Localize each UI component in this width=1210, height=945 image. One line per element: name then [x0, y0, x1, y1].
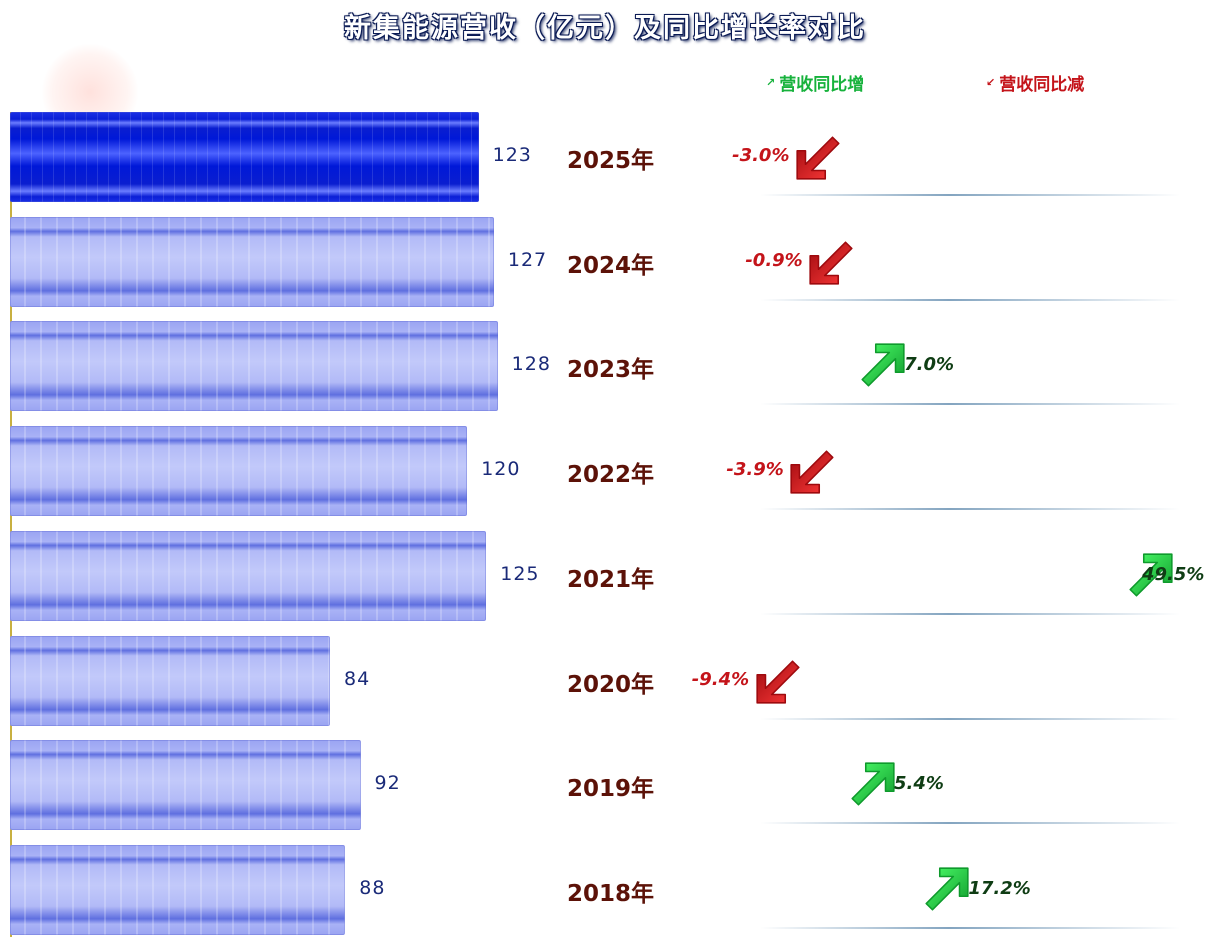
- row-separator: [760, 298, 1180, 301]
- bar-value-label: 123: [492, 144, 532, 166]
- arrow-up-right-icon: ↗: [766, 76, 776, 89]
- year-label: 2023年: [567, 357, 655, 384]
- legend-item-increase: ↗ 营收同比增: [766, 70, 864, 95]
- row-separator: [760, 403, 1180, 406]
- bar-7: [10, 844, 346, 935]
- bar-6: [10, 740, 361, 831]
- year-label: 2018年: [567, 880, 655, 907]
- year-label: 2020年: [567, 671, 655, 698]
- y-axis-line: [10, 112, 12, 937]
- arrow-down-left-icon: ↙: [986, 76, 996, 89]
- bar-5: [10, 635, 331, 726]
- arrow-down-left-icon: [753, 655, 805, 707]
- bar-value-label: 84: [344, 667, 371, 690]
- bar-value-label: 88: [359, 876, 386, 899]
- arrow-up-right-icon: [1124, 550, 1176, 602]
- year-label: 2024年: [567, 252, 655, 279]
- year-label: 2025年: [567, 148, 655, 174]
- legend-label-increase: 营收同比增: [779, 75, 865, 95]
- growth-rate-label: 5.4%: [894, 773, 944, 795]
- year-label: 2019年: [567, 776, 655, 803]
- row-separator: [760, 508, 1180, 511]
- bar-value-label: 92: [374, 772, 401, 795]
- legend-label-decrease: 营收同比减: [999, 75, 1085, 95]
- legend-item-decrease: ↙ 营收同比减: [986, 70, 1084, 95]
- chart-title: 新集能源营收（亿元）及同比增长率对比: [344, 13, 866, 44]
- row-separator: [760, 612, 1180, 615]
- arrow-up-right-icon: [920, 864, 972, 916]
- row-separator: [760, 926, 1180, 929]
- growth-rate-label: 49.5%: [1142, 563, 1205, 585]
- arrow-down-left-icon: [793, 131, 845, 183]
- year-label: 2022年: [567, 462, 655, 489]
- arrow-up-right-icon: [846, 759, 898, 811]
- arrow-up-right-icon: [856, 340, 908, 392]
- growth-rate-label: -3.0%: [732, 145, 790, 166]
- bar-value-label: 120: [481, 458, 521, 481]
- arrow-down-left-icon: [787, 445, 839, 497]
- bar-4: [10, 530, 487, 621]
- bar-value-label: 127: [507, 248, 548, 271]
- row-separator: [760, 194, 1180, 196]
- growth-rate-label: -0.9%: [745, 249, 803, 271]
- growth-rate-label: -9.4%: [691, 668, 750, 690]
- bar-2: [10, 321, 498, 412]
- bar-value-label: 125: [500, 562, 540, 585]
- bar-3: [10, 426, 468, 517]
- year-label: 2021年: [567, 566, 655, 593]
- growth-rate-label: -3.9%: [726, 459, 784, 481]
- row-separator: [760, 717, 1180, 720]
- row-separator: [760, 822, 1180, 825]
- bar-0: [10, 112, 479, 202]
- growth-rate-label: 17.2%: [968, 877, 1031, 899]
- bar-value-label: 128: [511, 353, 551, 376]
- bar-1: [10, 216, 494, 307]
- arrow-down-left-icon: [806, 236, 858, 288]
- growth-rate-label: 7.0%: [904, 354, 955, 376]
